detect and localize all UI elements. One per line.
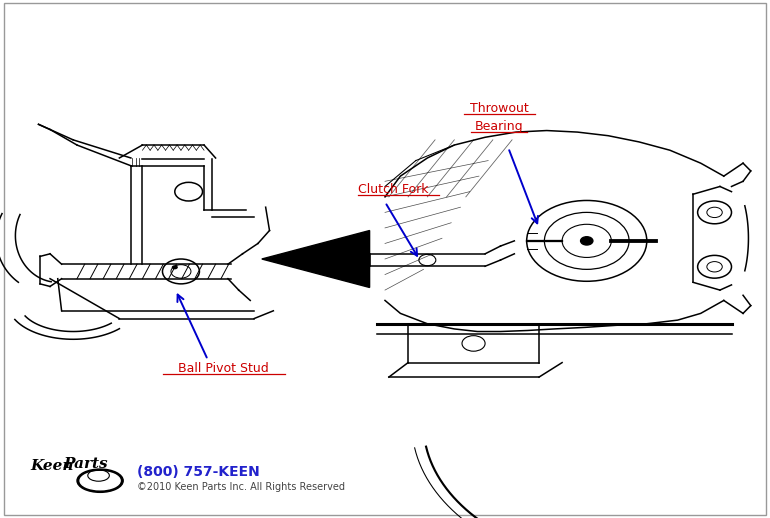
Text: Parts: Parts [63,457,108,471]
Text: Bearing: Bearing [474,120,524,134]
Text: Ball Pivot Stud: Ball Pivot Stud [178,362,269,376]
Ellipse shape [80,471,120,490]
Text: (800) 757-KEEN: (800) 757-KEEN [137,465,259,480]
Text: ©2010 Keen Parts Inc. All Rights Reserved: ©2010 Keen Parts Inc. All Rights Reserve… [137,482,345,492]
Ellipse shape [77,469,123,492]
Text: Keen: Keen [31,459,74,473]
Circle shape [581,237,593,245]
Text: Throwout: Throwout [470,102,528,116]
Circle shape [172,265,178,269]
Text: Clutch Fork: Clutch Fork [358,182,429,196]
Polygon shape [262,231,370,287]
